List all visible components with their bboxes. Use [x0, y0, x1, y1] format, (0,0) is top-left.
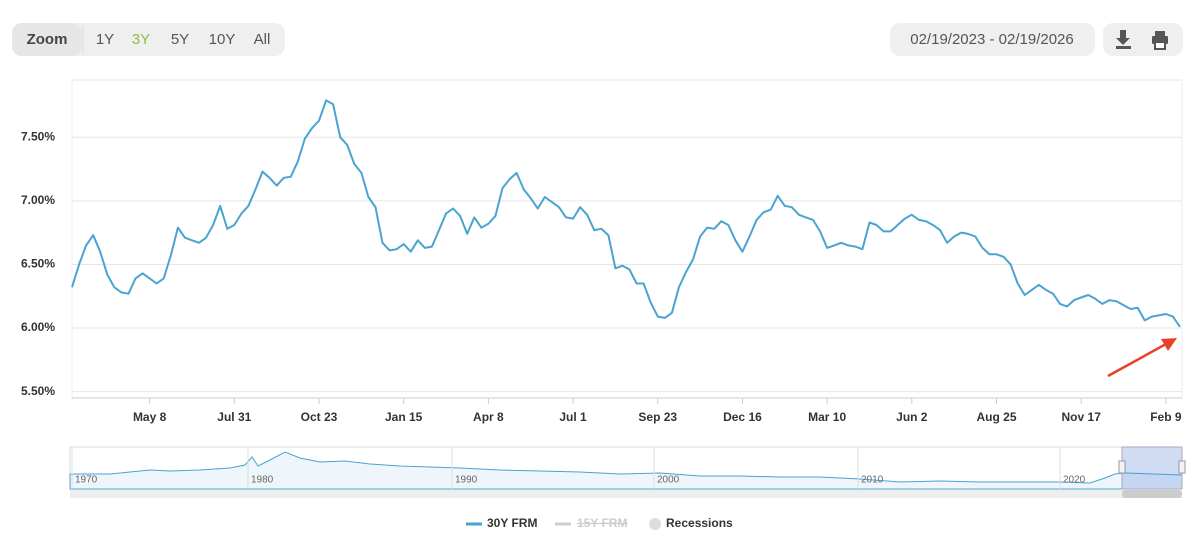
x-tick-label: Mar 10: [808, 410, 846, 424]
download-icon[interactable]: [1116, 30, 1131, 49]
navigator-label: 1990: [455, 475, 478, 486]
legend-swatch: [649, 518, 661, 530]
navigator-label: 1970: [75, 475, 98, 486]
x-tick-label: Sep 23: [638, 410, 677, 424]
x-tick-label: Nov 17: [1062, 410, 1102, 424]
y-tick-label: 6.50%: [21, 257, 55, 271]
navigator-handle[interactable]: [1178, 460, 1186, 474]
zoom-label: Zoom: [27, 31, 68, 48]
navigator-handle[interactable]: [1118, 460, 1126, 474]
series-line: [71, 99, 1181, 328]
zoom-button[interactable]: All: [254, 31, 271, 48]
date-range[interactable]: 02/19/2023 - 02/19/2026: [910, 31, 1073, 48]
plot: [71, 99, 1181, 328]
navigator-selection[interactable]: [1121, 446, 1183, 490]
zoom-label-bg: [12, 23, 82, 56]
navigator-label: 2020: [1063, 475, 1086, 486]
grid: 5.50% 6.00% 6.50% 7.00% 7.50% May 8 Jul 31 Oct …: [21, 129, 1182, 424]
x-tick-label: Oct 23: [301, 410, 338, 424]
date-range-box[interactable]: [890, 23, 1095, 56]
y-tick-label: 7.50%: [21, 129, 55, 143]
navigator-label: 2010: [861, 475, 884, 486]
navigator-label: 1980: [251, 475, 274, 486]
zoom-button[interactable]: 1Y: [96, 31, 114, 48]
print-icon[interactable]: [1152, 31, 1168, 50]
zoom-buttons: 1Y 3Y 5Y 10Y All: [82, 26, 271, 53]
y-tick-label: 6.00%: [21, 320, 55, 334]
zoom-button[interactable]: 3Y: [132, 31, 150, 48]
navigator-label: 2000: [657, 475, 680, 486]
x-tick-label: Jul 1: [559, 410, 587, 424]
y-tick-label: 7.00%: [21, 193, 55, 207]
x-tick-label: Feb 9: [1150, 410, 1182, 424]
x-tick-label: Jan 15: [385, 410, 423, 424]
x-tick-label: Dec 16: [723, 410, 762, 424]
x-tick-label: May 8: [133, 410, 167, 424]
scrollbar-thumb[interactable]: [1122, 490, 1182, 498]
legend-item[interactable]: 15Y FRM: [577, 516, 627, 530]
legend-item[interactable]: 30Y FRM: [487, 516, 537, 530]
annotation-arrow: [1107, 338, 1177, 378]
zoom-button[interactable]: 10Y: [209, 31, 236, 48]
x-tick-label: Jul 31: [217, 410, 251, 424]
navigator-labels: 1970 1980 1990 2000 2010 2020: [71, 447, 1086, 489]
navigator-series: [69, 451, 1183, 490]
x-tick-label: Jun 2: [896, 410, 928, 424]
scrollbar: [70, 490, 1182, 498]
y-tick-label: 5.50%: [21, 384, 55, 398]
zoom-button[interactable]: 5Y: [171, 31, 189, 48]
x-tick-label: Apr 8: [473, 410, 504, 424]
export-box: [1103, 23, 1183, 56]
x-tick-label: Aug 25: [977, 410, 1017, 424]
legend-item[interactable]: Recessions: [666, 516, 733, 530]
